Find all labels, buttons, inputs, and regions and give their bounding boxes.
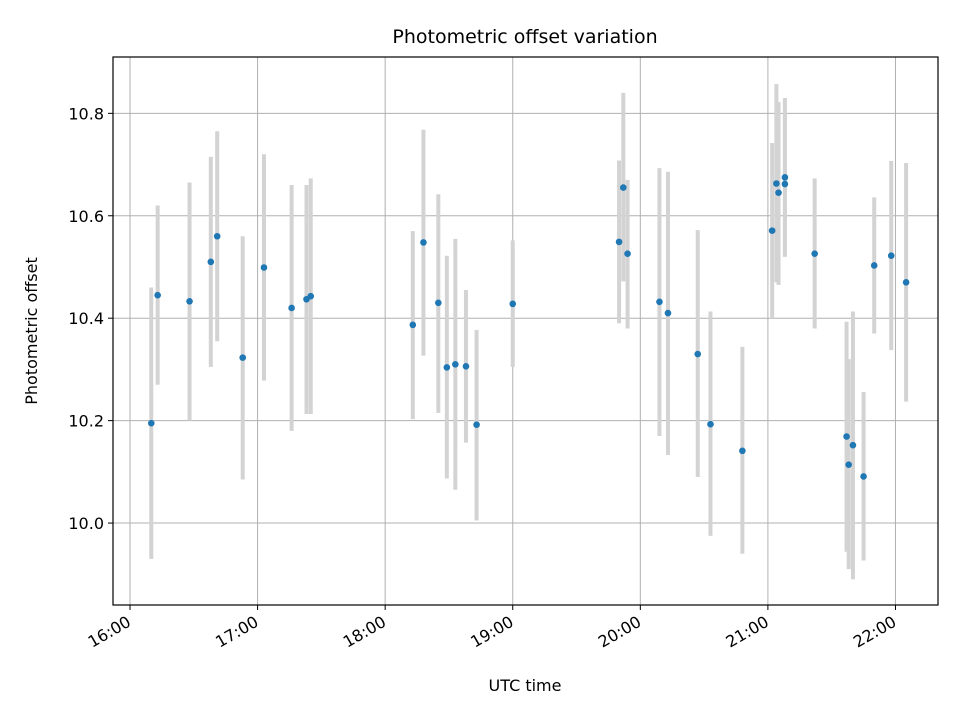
data-point <box>781 180 789 188</box>
data-point <box>615 238 623 246</box>
plot-frame <box>112 56 939 606</box>
data-point <box>781 174 789 181</box>
data-point <box>845 461 852 468</box>
data-point <box>435 299 442 307</box>
y-tick-label: 10.6 <box>68 207 104 226</box>
data-point <box>260 264 268 271</box>
y-axis-ticks: 10.0 10.2 10.4 10.6 10.8 <box>68 104 113 533</box>
data-point <box>409 321 417 329</box>
data-point <box>288 304 295 312</box>
y-tick-label: 10.0 <box>68 514 104 533</box>
x-axis-label: UTC time <box>489 676 562 695</box>
chart-title: Photometric offset variation <box>392 26 657 48</box>
data-point <box>620 184 627 191</box>
data-point <box>773 180 780 187</box>
data-point <box>207 258 215 266</box>
data-point <box>860 473 867 480</box>
data-point <box>443 364 451 371</box>
data-point <box>811 250 818 257</box>
data-point <box>843 433 850 440</box>
data-point <box>739 447 746 455</box>
grid <box>113 57 938 605</box>
data-point <box>473 421 480 429</box>
data-point <box>707 420 714 428</box>
data-point <box>213 232 221 240</box>
data-point <box>768 227 776 234</box>
data-point <box>307 292 315 300</box>
data-point <box>887 252 895 260</box>
data-point <box>452 360 459 368</box>
y-tick-label: 10.8 <box>68 104 104 123</box>
data-point <box>154 291 161 299</box>
data-point <box>509 300 517 308</box>
data-point <box>775 189 782 197</box>
data-point <box>664 309 672 317</box>
data-points <box>147 174 910 480</box>
data-point <box>849 441 857 449</box>
data-point <box>656 298 663 306</box>
y-tick-label: 10.4 <box>68 309 104 328</box>
data-point <box>462 363 470 370</box>
y-tick-label: 10.2 <box>68 412 104 431</box>
data-point <box>186 297 193 305</box>
data-point <box>870 262 878 269</box>
data-point <box>420 239 427 246</box>
data-point <box>624 250 631 257</box>
data-point <box>694 350 702 358</box>
data-point <box>902 279 910 286</box>
y-axis-label: Photometric offset <box>22 257 41 405</box>
data-point <box>239 354 247 361</box>
data-point <box>147 419 155 427</box>
